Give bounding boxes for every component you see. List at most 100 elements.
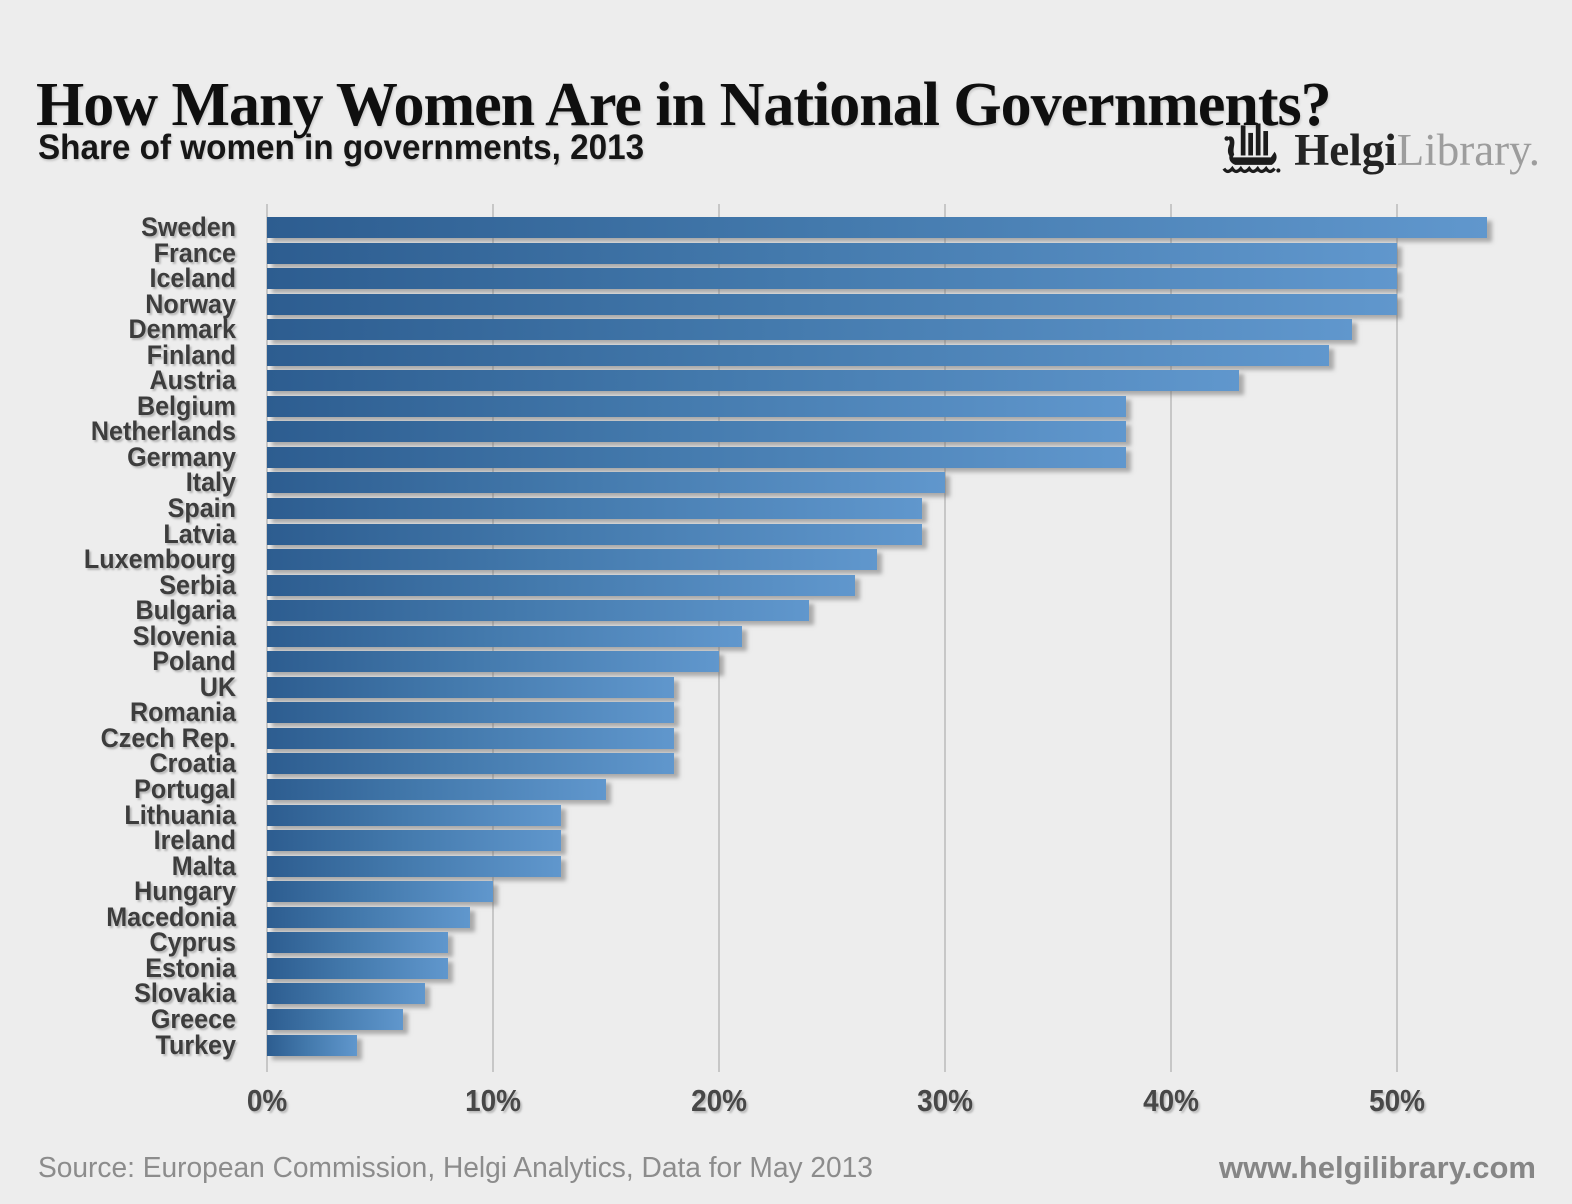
chart-row-croatia: Croatia <box>0 748 1572 779</box>
country-label-germany: Germany <box>127 441 236 472</box>
bar-portugal <box>267 779 606 801</box>
country-label-estonia: Estonia <box>145 952 236 983</box>
country-label-austria: Austria <box>149 365 236 396</box>
bar-iceland <box>267 268 1397 290</box>
country-label-czech-rep: Czech Rep. <box>100 722 236 753</box>
chart-row-serbia: Serbia <box>0 569 1572 600</box>
country-label-cyprus: Cyprus <box>149 927 236 958</box>
chart-row-uk: UK <box>0 671 1572 702</box>
bar-latvia <box>267 523 923 545</box>
website-url: www.helgilibrary.com <box>1219 1150 1536 1185</box>
chart-row-norway: Norway <box>0 288 1572 319</box>
bar-czech-rep <box>267 727 674 749</box>
chart-row-hungary: Hungary <box>0 876 1572 907</box>
bar-norway <box>267 293 1397 315</box>
gridline-30% <box>944 204 946 1072</box>
country-label-uk: UK <box>199 671 236 702</box>
country-label-finland: Finland <box>146 339 236 370</box>
chart-row-france: France <box>0 237 1572 268</box>
chart-row-poland: Poland <box>0 646 1572 677</box>
bar-germany <box>267 446 1126 468</box>
chart-row-belgium: Belgium <box>0 390 1572 421</box>
chart-subtitle: Share of women in governments, 2013 <box>38 128 645 167</box>
chart-row-bulgaria: Bulgaria <box>0 595 1572 626</box>
chart-row-macedonia: Macedonia <box>0 901 1572 932</box>
country-label-turkey: Turkey <box>155 1029 236 1060</box>
chart-row-germany: Germany <box>0 441 1572 472</box>
x-tick-label-30%: 30% <box>917 1083 973 1118</box>
chart-row-denmark: Denmark <box>0 316 1572 343</box>
country-label-slovenia: Slovenia <box>132 620 236 651</box>
country-label-hungary: Hungary <box>134 876 236 907</box>
bar-denmark <box>267 319 1352 341</box>
country-label-croatia: Croatia <box>149 748 236 779</box>
chart-row-greece: Greece <box>0 1006 1572 1033</box>
country-label-norway: Norway <box>145 288 236 319</box>
bar-croatia <box>267 753 674 775</box>
country-label-belgium: Belgium <box>136 390 236 421</box>
chart-row-ireland: Ireland <box>0 825 1572 856</box>
gridline-50% <box>1396 204 1398 1072</box>
bar-luxembourg <box>267 549 878 571</box>
country-label-iceland: Iceland <box>149 263 236 294</box>
viking-ship-icon <box>1220 116 1286 183</box>
chart-row-romania: Romania <box>0 697 1572 728</box>
bar-ireland <box>267 830 561 852</box>
country-label-macedonia: Macedonia <box>106 901 237 932</box>
chart-row-portugal: Portugal <box>0 776 1572 803</box>
bar-turkey <box>267 1034 358 1056</box>
chart-row-netherlands: Netherlands <box>0 418 1572 445</box>
helgi-library-logo: HelgiLibrary. <box>1220 116 1540 183</box>
country-label-romania: Romania <box>129 697 236 728</box>
bar-malta <box>267 855 561 877</box>
x-tick-label-0%: 0% <box>246 1083 288 1118</box>
bar-lithuania <box>267 804 561 826</box>
bar-romania <box>267 702 674 724</box>
country-label-luxembourg: Luxembourg <box>83 544 236 575</box>
bar-sweden <box>267 217 1488 238</box>
country-label-lithuania: Lithuania <box>124 799 236 830</box>
country-label-ireland: Ireland <box>153 825 236 856</box>
chart-row-turkey: Turkey <box>0 1029 1572 1060</box>
bar-bulgaria <box>267 600 810 622</box>
chart-row-austria: Austria <box>0 365 1572 396</box>
bar-italy <box>267 472 945 494</box>
chart-row-cyprus: Cyprus <box>0 927 1572 958</box>
chart-row-luxembourg: Luxembourg <box>0 544 1572 575</box>
country-label-italy: Italy <box>185 467 236 498</box>
x-axis: 0% 10% 20% 30% 40% 50% <box>0 1083 1572 1129</box>
chart-row-latvia: Latvia <box>0 518 1572 549</box>
bar-finland <box>267 344 1330 366</box>
chart-row-czech-rep: Czech Rep. <box>0 722 1572 753</box>
gridline-40% <box>1170 204 1172 1072</box>
country-label-serbia: Serbia <box>159 569 236 600</box>
bar-slovenia <box>267 625 742 647</box>
country-label-poland: Poland <box>152 646 236 677</box>
chart-row-malta: Malta <box>0 852 1572 880</box>
country-label-france: France <box>153 237 236 268</box>
bar-uk <box>267 676 674 698</box>
logo-text: HelgiLibrary. <box>1294 124 1540 176</box>
logo-text-library: Library. <box>1396 124 1540 175</box>
bar-macedonia <box>267 906 471 928</box>
chart-row-estonia: Estonia <box>0 952 1572 983</box>
chart-row-lithuania: Lithuania <box>0 799 1572 830</box>
bar-greece <box>267 1008 403 1030</box>
chart-row-iceland: Iceland <box>0 263 1572 294</box>
bar-slovakia <box>267 983 426 1005</box>
bar-belgium <box>267 395 1126 417</box>
bar-hungary <box>267 881 493 903</box>
x-tick-label-10%: 10% <box>465 1083 521 1118</box>
chart-row-italy: Italy <box>0 467 1572 498</box>
country-label-latvia: Latvia <box>163 518 236 549</box>
page-title: How Many Women Are in National Governmen… <box>36 70 1332 139</box>
bar-austria <box>267 370 1239 392</box>
bar-serbia <box>267 574 855 596</box>
chart-row-slovakia: Slovakia <box>0 980 1572 1007</box>
chart-rows: Sweden France Iceland Norway Denmark Finland A… <box>0 214 1572 1060</box>
country-label-spain: Spain <box>167 493 236 524</box>
chart-row-spain: Spain <box>0 493 1572 524</box>
country-label-bulgaria: Bulgaria <box>135 595 236 626</box>
bar-poland <box>267 651 719 673</box>
